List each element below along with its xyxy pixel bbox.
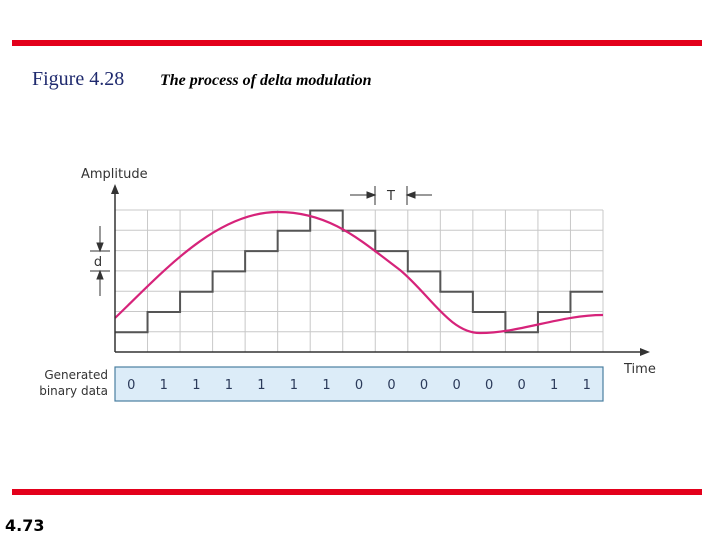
staircase: [115, 209, 603, 334]
binary-digits: 0 1 1 1 1 1 1 0 0 0 0 0 0 1 1: [127, 378, 591, 393]
bit: 0: [518, 378, 526, 393]
period-label: T: [386, 189, 395, 204]
bit: 0: [452, 378, 460, 393]
staircase-path: [115, 209, 603, 334]
bit: 1: [550, 378, 558, 393]
figure-caption: The process of delta modulation: [160, 72, 372, 89]
bit: 0: [355, 378, 363, 393]
y-axis-label: Amplitude: [81, 167, 148, 182]
bottom-rule: [12, 489, 702, 495]
bit: 0: [387, 378, 395, 393]
analog-signal: [114, 210, 604, 335]
bit: 1: [225, 378, 233, 393]
data-label-line: binary data: [39, 384, 108, 398]
figure-number: Figure 4.28: [32, 68, 124, 90]
period-marker: [350, 186, 432, 205]
bit: 0: [127, 378, 135, 393]
bit: 1: [257, 378, 265, 393]
bit: 1: [160, 378, 168, 393]
step-marker: [90, 226, 110, 296]
page-number: 4.73: [5, 516, 44, 535]
bit: 1: [290, 378, 298, 393]
top-rule: [12, 40, 702, 46]
data-label-line: Generated: [44, 368, 108, 382]
binary-box: [114, 366, 604, 402]
step-label: d: [94, 255, 102, 270]
bit: 0: [485, 378, 493, 393]
x-axis-arrow: [640, 348, 650, 356]
x-axis-label: Time: [623, 362, 656, 377]
bit: 1: [583, 378, 591, 393]
bit: 0: [420, 378, 428, 393]
bit: 1: [192, 378, 200, 393]
bit: 1: [322, 378, 330, 393]
y-axis-arrow: [111, 184, 119, 194]
